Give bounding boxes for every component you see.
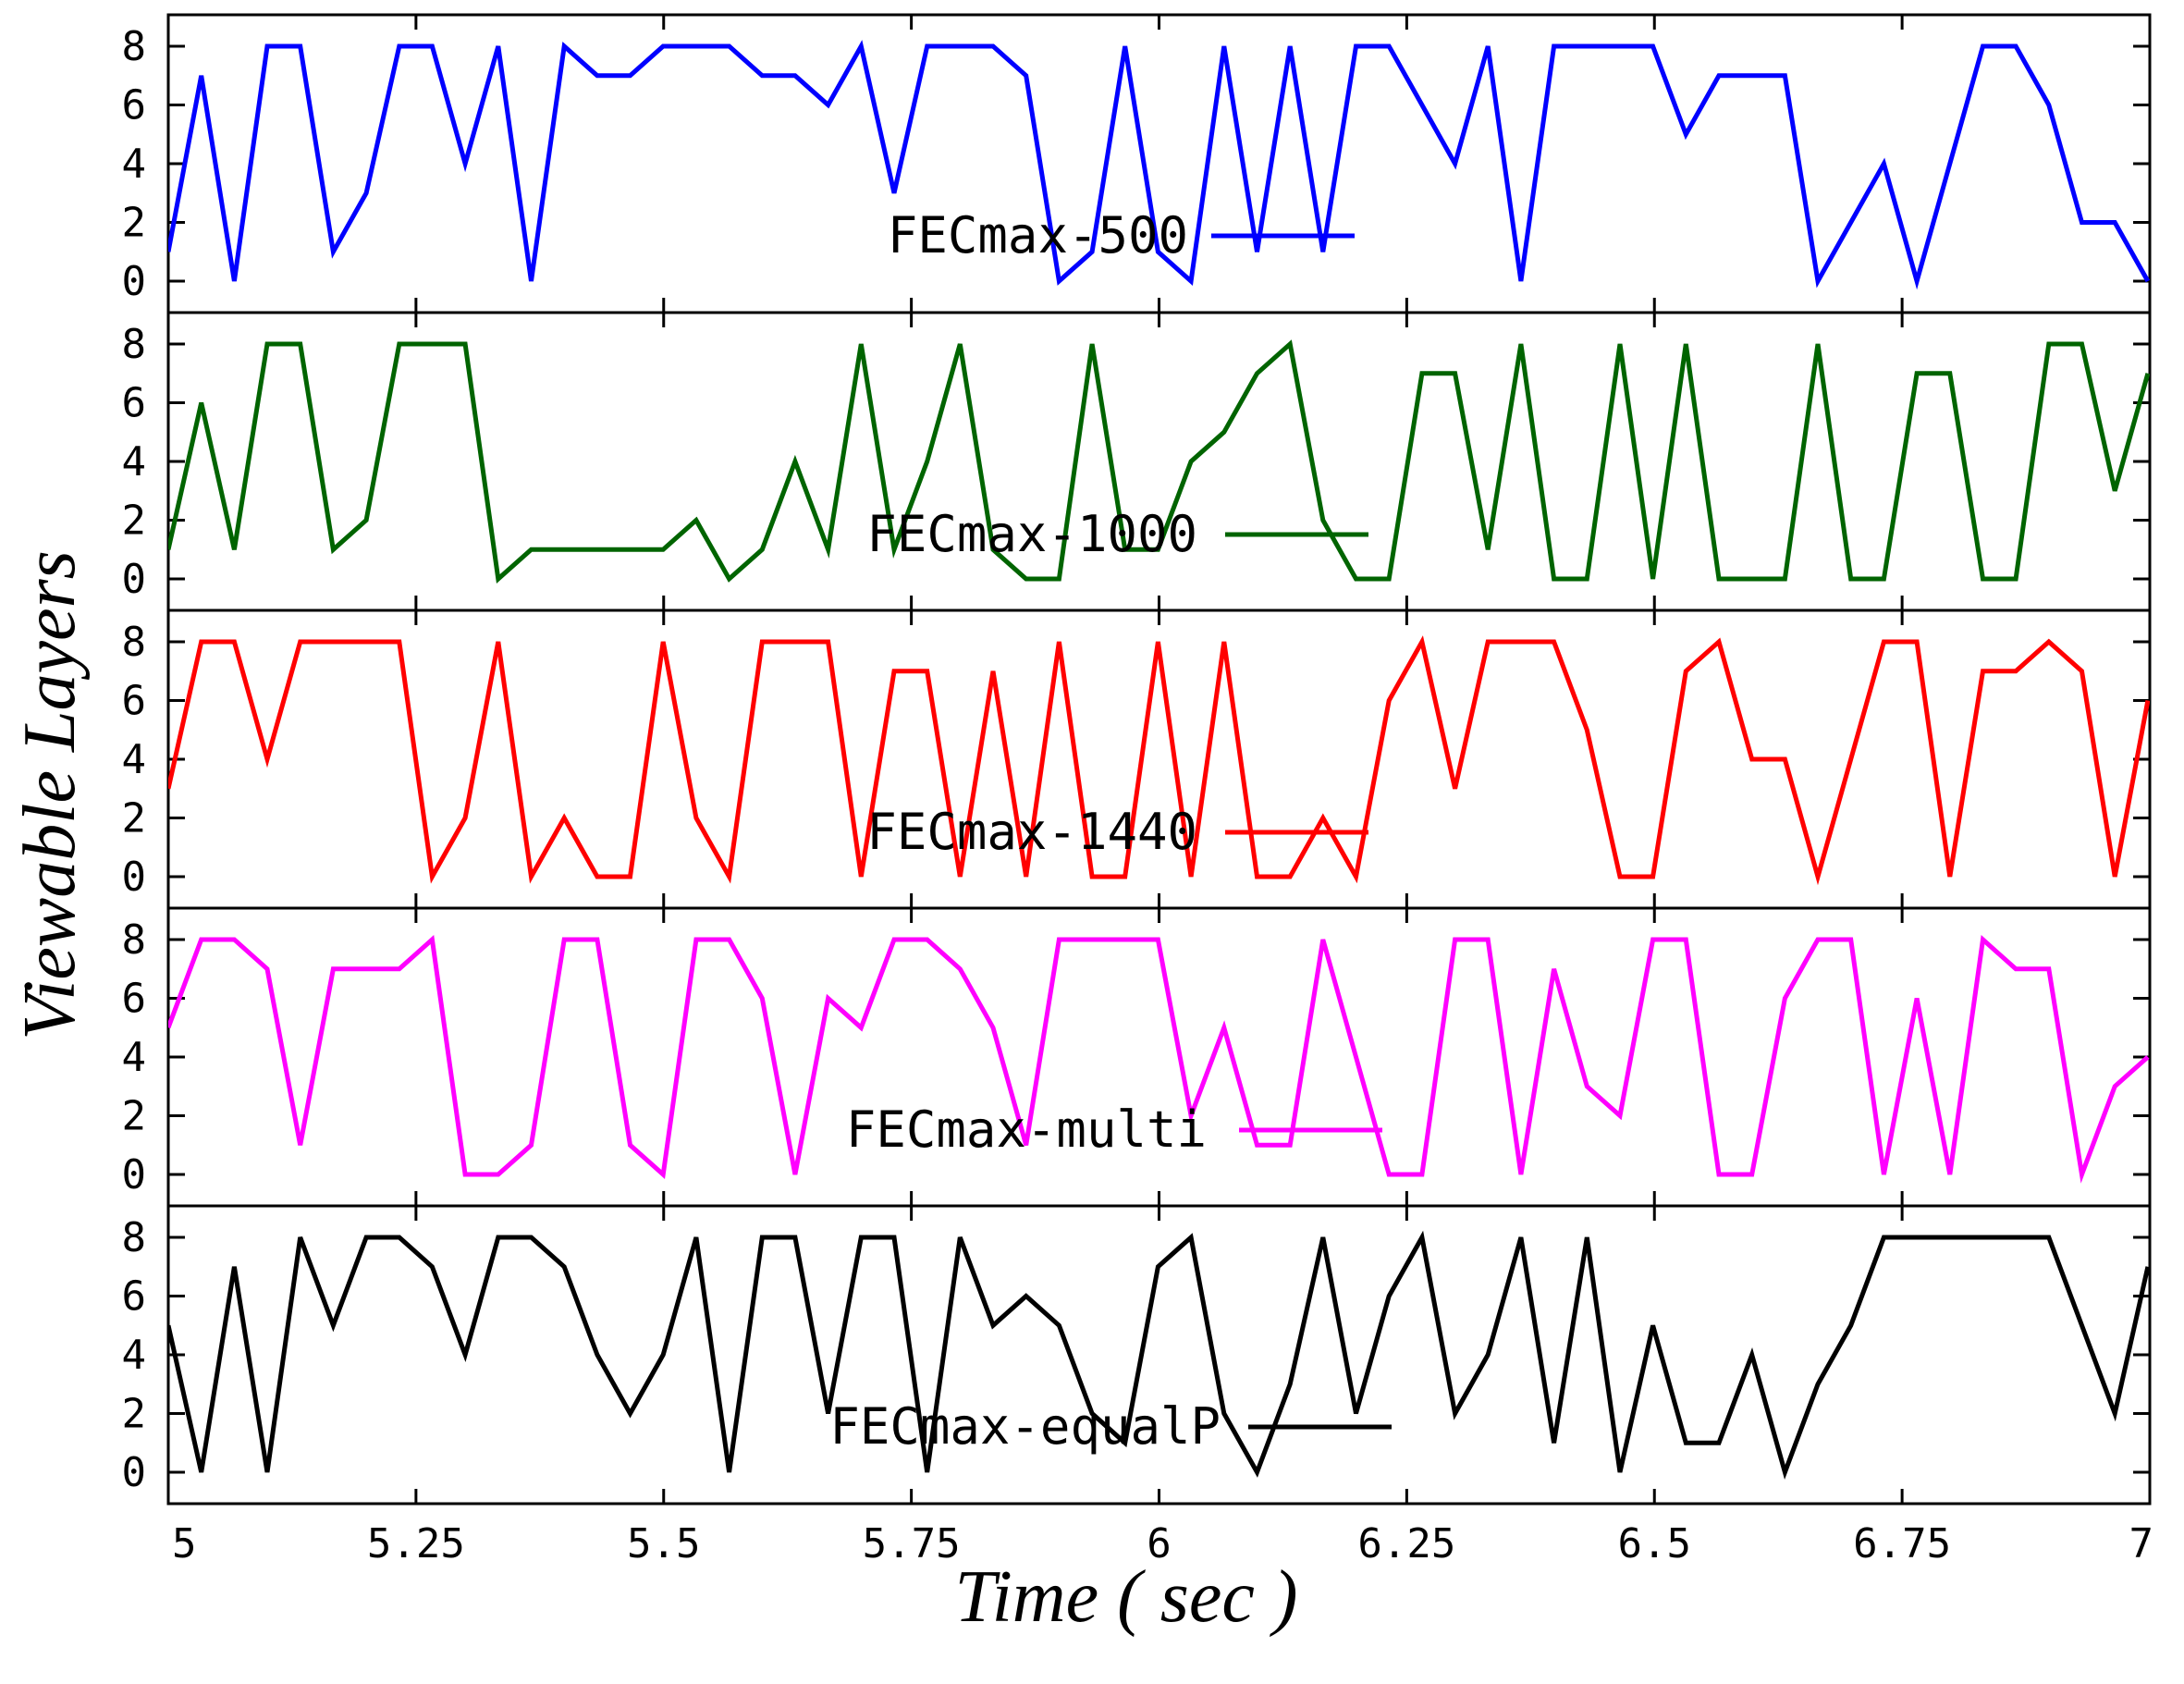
y-tick-label: 0 <box>122 1151 147 1198</box>
y-tick-label: 2 <box>122 200 147 247</box>
legend-label: FECmax-1440 <box>866 803 1197 861</box>
y-tick-label: 4 <box>122 1034 147 1081</box>
y-tick-label: 8 <box>122 1214 147 1261</box>
x-tick-label: 5.25 <box>367 1520 465 1567</box>
panel-3: 0 2 4 6 8 FECmax-1440 <box>122 608 2152 910</box>
series-line-FECmax-multi <box>168 935 2150 1184</box>
panel-1: 0 2 4 6 8 FECmax-500 <box>122 13 2152 314</box>
legend-label: FECmax-multi <box>846 1100 1207 1159</box>
panel-2: 0 2 4 6 8 FECmax-1000 <box>122 311 2152 612</box>
x-tick-label: 5.5 <box>627 1520 700 1567</box>
y-tick-label: 2 <box>122 1093 147 1140</box>
y-tick-label: 0 <box>122 556 147 603</box>
y-tick-label: 2 <box>122 1391 147 1438</box>
x-tick-label: 6 <box>1147 1520 1172 1567</box>
panel-5: 0 2 4 6 8 FECmax-equalP <box>122 1204 2152 1506</box>
x-axis-title: Time ( sec ) <box>954 1556 1297 1638</box>
x-axis: 5 5.25 5.5 5.75 6 6.25 6.5 6.75 7 <box>172 1520 2153 1567</box>
y-tick-label: 6 <box>122 976 147 1023</box>
legend-label: FECmax-equalP <box>829 1397 1221 1456</box>
y-tick-label: 4 <box>122 438 147 486</box>
x-tick-label: 7 <box>2129 1520 2154 1567</box>
x-tick-label: 6.25 <box>1357 1520 1455 1567</box>
series-line-FECmax-equalP <box>168 1230 2150 1481</box>
panel-4: 0 2 4 6 8 FECmax-multi <box>122 906 2152 1208</box>
y-tick-label: 8 <box>122 23 147 70</box>
y-tick-label: 4 <box>122 141 147 188</box>
x-tick-label: 6.5 <box>1618 1520 1691 1567</box>
x-tick-label: 5 <box>172 1520 197 1567</box>
y-tick-label: 6 <box>122 82 147 129</box>
y-tick-label: 2 <box>122 795 147 842</box>
y-tick-label: 8 <box>122 619 147 666</box>
series-line-FECmax-1000 <box>168 339 2150 584</box>
y-tick-label: 4 <box>122 1332 147 1379</box>
y-tick-label: 2 <box>122 498 147 545</box>
x-tick-label: 5.75 <box>863 1520 961 1567</box>
y-tick-label: 0 <box>122 258 147 305</box>
y-tick-label: 6 <box>122 678 147 725</box>
y-tick-label: 0 <box>122 854 147 901</box>
y-tick-label: 6 <box>122 380 147 427</box>
panels: 0 2 4 6 8 FECmax-500 0 2 4 6 8 FECmax-1000 0 2 4 6 8 FECm… <box>122 13 2152 1506</box>
y-axis-title: Viewable Layers <box>9 550 91 1040</box>
legend-label: FECmax-500 <box>888 206 1188 264</box>
y-tick-label: 8 <box>122 321 147 368</box>
legend-label: FECmax-1000 <box>866 505 1197 563</box>
series-line-FECmax-500 <box>168 40 2150 290</box>
y-tick-label: 6 <box>122 1273 147 1321</box>
y-tick-label: 0 <box>122 1449 147 1496</box>
series-line-FECmax-1440 <box>168 635 2150 886</box>
y-tick-label: 8 <box>122 916 147 964</box>
y-tick-label: 4 <box>122 736 147 783</box>
x-tick-label: 6.75 <box>1853 1520 1951 1567</box>
